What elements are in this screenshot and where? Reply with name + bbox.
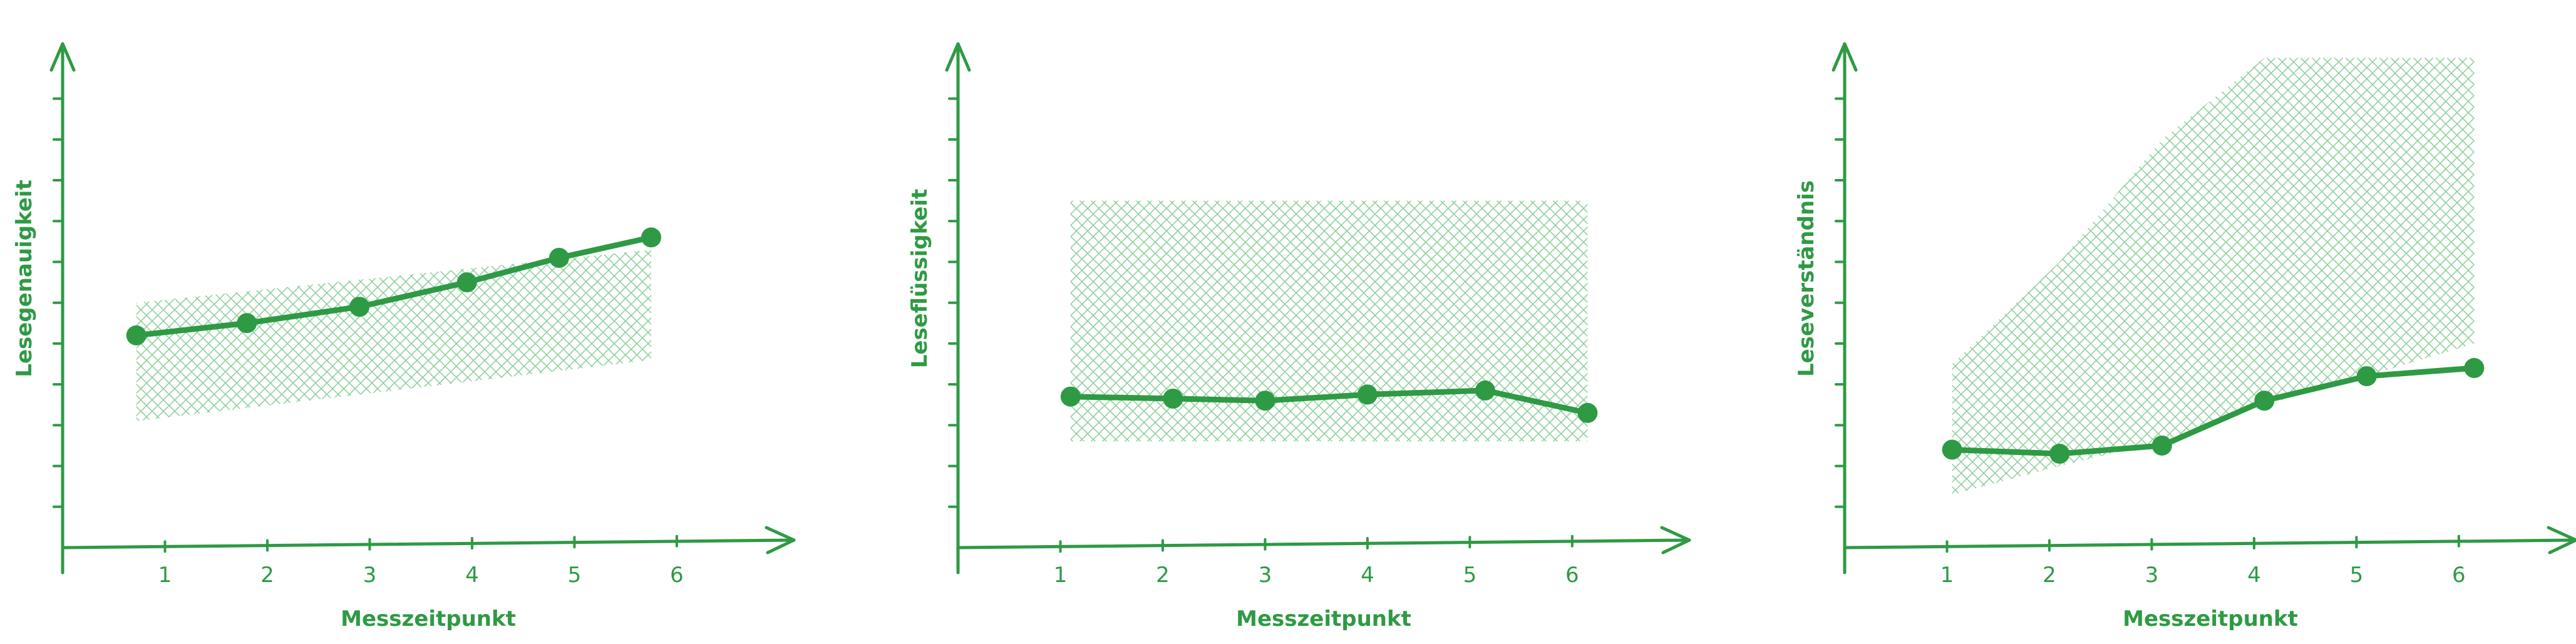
chart-panel-lesegenauigkeit: 1 2 3 4 5 6 Messzeitpunkt Lesegenauigkeit: [12, 42, 796, 631]
series-polyline: [1068, 387, 1590, 416]
x-axis-arrow: [1660, 526, 1691, 555]
x-tick-label: 5: [2350, 563, 2364, 588]
x-axis-label: Messzeitpunkt: [341, 606, 516, 631]
data-point: [641, 227, 661, 248]
data-point: [1163, 388, 1183, 409]
x-tick-label: 2: [260, 563, 274, 588]
x-axis-ticks: 1 2 3 4 5 6: [1054, 534, 1579, 588]
data-point: [2151, 435, 2172, 456]
series-polyline: [1949, 365, 2477, 457]
chart-panel-lesefluessigkeit: 1 2 3 4 5 6 Messzeitpunkt Leseflüssigkeit: [907, 42, 1691, 631]
data-point: [549, 247, 569, 268]
x-tick-label: 1: [158, 563, 172, 588]
axes: [49, 42, 796, 575]
data-point: [1357, 384, 1378, 405]
x-axis-ticks: 1 2 3 4 5 6: [1940, 534, 2466, 588]
x-axis-line: [1843, 538, 2576, 549]
x-tick-label: 6: [1565, 563, 1579, 588]
y-axis-ticks: [53, 97, 64, 508]
series-line: [1068, 387, 1590, 416]
y-axis-arrow: [1832, 42, 1858, 72]
x-tick-label: 1: [1940, 563, 1954, 588]
x-tick-label: 1: [1054, 563, 1068, 588]
range-band: [1070, 200, 1588, 442]
data-point: [349, 297, 370, 317]
x-axis-label: Messzeitpunkt: [2123, 606, 2298, 631]
x-tick-label: 5: [568, 563, 582, 588]
y-axis-ticks: [948, 97, 959, 508]
range-band-area: [1952, 58, 2475, 495]
data-points: [1942, 358, 2485, 464]
y-axis-ticks: [1835, 97, 1846, 508]
range-band: [136, 249, 651, 421]
x-tick-label: 4: [1361, 563, 1374, 588]
x-axis-ticks: 1 2 3 4 5 6: [158, 534, 684, 588]
data-point: [1577, 402, 1598, 423]
data-points: [1060, 380, 1598, 423]
x-tick-label: 5: [1463, 563, 1477, 588]
y-axis-label: Leseverständnis: [1794, 180, 1819, 377]
range-band-area: [136, 249, 651, 421]
x-tick-label: 6: [2452, 563, 2466, 588]
data-points: [126, 227, 661, 345]
data-point: [456, 272, 477, 293]
chart-panel-leseverstaendnis: 1 2 3 4 5 6 Messzeitpunkt Leseverständnis: [1794, 42, 2576, 631]
data-point: [2464, 358, 2485, 379]
x-tick-label: 6: [670, 563, 684, 588]
data-point: [126, 325, 147, 345]
y-axis-arrow: [49, 42, 76, 72]
data-point: [2254, 391, 2275, 411]
axes: [945, 42, 1691, 575]
data-point: [1942, 439, 1962, 460]
data-point: [2356, 366, 2377, 387]
series-polyline: [133, 234, 654, 339]
x-axis-line: [61, 538, 796, 549]
x-tick-label: 4: [2247, 563, 2261, 588]
x-axis-label: Messzeitpunkt: [1236, 606, 1411, 631]
y-axis-arrow: [945, 42, 971, 72]
range-band-area: [1070, 200, 1588, 442]
range-band: [1952, 58, 2475, 495]
x-axis-arrow: [765, 526, 796, 555]
data-point: [2049, 444, 2070, 464]
data-point: [1475, 380, 1495, 401]
data-point: [237, 313, 257, 334]
data-point: [1255, 391, 1275, 411]
data-point: [1060, 386, 1081, 407]
x-tick-label: 3: [1259, 563, 1272, 588]
x-tick-label: 2: [2043, 563, 2056, 588]
y-axis-label: Lesegenauigkeit: [12, 180, 37, 377]
series-line: [133, 234, 654, 339]
y-axis-label: Leseflüssigkeit: [907, 189, 932, 369]
x-axis-line: [956, 538, 1691, 549]
x-tick-label: 3: [2145, 563, 2159, 588]
series-line: [1949, 365, 2477, 457]
x-tick-label: 4: [465, 563, 479, 588]
axes: [1832, 42, 2576, 575]
x-tick-label: 2: [1156, 563, 1170, 588]
x-axis-arrow: [2547, 526, 2576, 555]
x-tick-label: 3: [363, 563, 377, 588]
